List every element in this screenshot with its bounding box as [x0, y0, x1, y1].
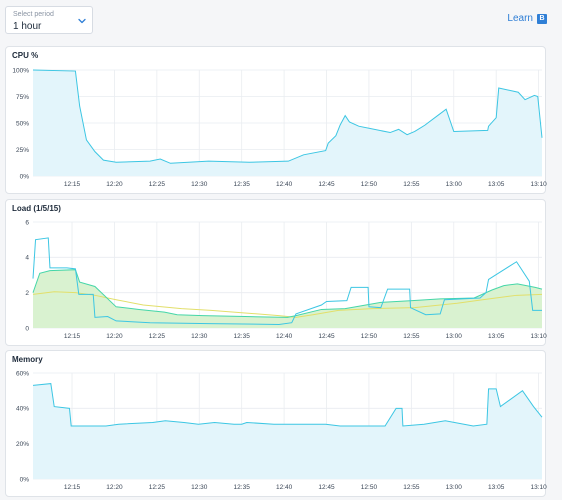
- load-x-tick-label: 12:50: [361, 333, 378, 340]
- memory-y-tick-label: 0%: [20, 476, 30, 483]
- cpu-y-tick-label: 0%: [20, 173, 30, 180]
- load-x-tick-label: 12:40: [276, 333, 293, 340]
- load-x-tick-label: 12:15: [64, 333, 81, 340]
- load-series-1-line: [32, 269, 543, 318]
- learn-link-text: Learn: [507, 13, 533, 24]
- cpu-x-tick-label: 12:15: [64, 181, 81, 188]
- load-y-tick-label: 6: [25, 219, 29, 226]
- memory-x-tick-label: 12:25: [149, 484, 166, 491]
- load-x-tick-label: 12:30: [191, 333, 208, 340]
- cpu-chart-title: CPU %: [12, 51, 39, 60]
- cpu-series-0-area: [33, 70, 542, 176]
- period-select-label: Select period: [13, 11, 54, 18]
- load-y-tick-label: 4: [25, 255, 29, 262]
- load-x-tick-label: 12:25: [149, 333, 166, 340]
- load-series-1-area: [33, 269, 542, 328]
- memory-series-0-area: [33, 383, 542, 479]
- cpu-y-tick-label: 75%: [16, 94, 29, 101]
- memory-chart-panel: Memory 60% 40% 20% 0% 12:15 12:20 12:25 12:30 12…: [5, 350, 547, 497]
- cpu-x-tick-label: 12:25: [149, 181, 166, 188]
- cpu-x-tick-label: 13:00: [446, 181, 463, 188]
- memory-x-tick-label: 12:40: [276, 484, 293, 491]
- load-chart-title: Load (1/5/15): [12, 204, 61, 213]
- cpu-chart: 100% 75% 50% 25% 0% 12:15 12:20 12:25 12:30 12:35…: [12, 67, 547, 188]
- load-series-2-line: [32, 237, 542, 325]
- cpu-y-tick-label: 50%: [16, 120, 29, 127]
- load-chart: 6 4 2 0 12:15 12:20 12:25 12:30 12:35 12:40 12:45 1…: [25, 219, 547, 340]
- memory-x-tick-label: 12:15: [64, 484, 81, 491]
- memory-y-tick-label: 20%: [16, 441, 29, 448]
- memory-x-tick-label: 12:35: [234, 484, 251, 491]
- cpu-y-tick-label: 100%: [12, 67, 29, 74]
- period-select-value: 1 hour: [13, 21, 42, 32]
- load-x-tick-label: 12:20: [106, 333, 123, 340]
- cpu-x-tick-label: 12:20: [106, 181, 123, 188]
- period-select[interactable]: Select period 1 hour: [5, 6, 93, 34]
- memory-x-tick-label: 12:20: [106, 484, 123, 491]
- cpu-x-tick-label: 12:50: [361, 181, 378, 188]
- load-x-tick-label: 12:35: [234, 333, 251, 340]
- memory-y-tick-label: 60%: [16, 370, 29, 377]
- memory-x-tick-label: 12:55: [403, 484, 420, 491]
- cpu-x-tick-label: 12:45: [318, 181, 335, 188]
- load-series-0-line: [32, 291, 543, 318]
- cpu-x-tick-label: 12:30: [191, 181, 208, 188]
- cpu-y-tick-label: 25%: [16, 147, 29, 154]
- cpu-chart-panel: CPU % 100% 75% 50% 25% 0% 12:15 12:20 12:25 12:3…: [5, 46, 547, 194]
- memory-chart-title: Memory: [12, 355, 43, 364]
- load-x-tick-label: 12:55: [403, 333, 420, 340]
- memory-x-tick-label: 12:30: [191, 484, 208, 491]
- chevron-down-icon: [78, 18, 86, 24]
- memory-x-tick-label: 12:50: [361, 484, 378, 491]
- load-y-tick-label: 2: [25, 290, 29, 297]
- cpu-x-tick-label: 13:05: [488, 181, 505, 188]
- load-y-tick-label: 0: [25, 325, 29, 332]
- memory-y-tick-label: 40%: [16, 406, 29, 413]
- load-x-tick-label: 13:00: [446, 333, 463, 340]
- load-x-tick-label: 12:45: [318, 333, 335, 340]
- cpu-x-tick-label: 13:10: [530, 181, 547, 188]
- memory-chart: 60% 40% 20% 0% 12:15 12:20 12:25 12:30 12:35 12:4…: [16, 370, 547, 491]
- cpu-series-0-line: [32, 69, 543, 164]
- cpu-x-tick-label: 12:35: [234, 181, 251, 188]
- load-x-tick-label: 13:05: [488, 333, 505, 340]
- memory-x-tick-label: 13:10: [530, 484, 547, 491]
- memory-x-tick-label: 12:45: [318, 484, 335, 491]
- memory-series-0-line: [32, 383, 543, 427]
- load-chart-panel: Load (1/5/15) 6 4 2 0 12:15 12:20 12:25 12:30 12…: [5, 199, 547, 346]
- cpu-x-tick-label: 12:40: [276, 181, 293, 188]
- memory-x-tick-label: 13:05: [488, 484, 505, 491]
- memory-x-tick-label: 13:00: [446, 484, 463, 491]
- learn-link[interactable]: Learn B: [507, 13, 547, 24]
- load-x-tick-label: 13:10: [530, 333, 547, 340]
- cpu-x-tick-label: 12:55: [403, 181, 420, 188]
- book-icon: B: [537, 13, 547, 24]
